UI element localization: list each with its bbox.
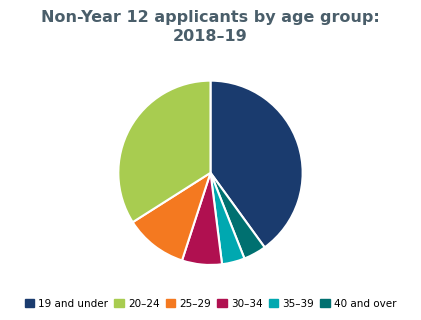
Wedge shape xyxy=(210,173,245,264)
Wedge shape xyxy=(210,173,265,259)
Text: Non-Year 12 applicants by age group:
2018–19: Non-Year 12 applicants by age group: 201… xyxy=(41,10,380,44)
Wedge shape xyxy=(182,173,222,265)
Legend: 19 and under, 20–24, 25–29, 30–34, 35–39, 40 and over: 19 and under, 20–24, 25–29, 30–34, 35–39… xyxy=(21,294,400,313)
Wedge shape xyxy=(118,81,210,222)
Wedge shape xyxy=(210,81,303,247)
Wedge shape xyxy=(133,173,210,260)
